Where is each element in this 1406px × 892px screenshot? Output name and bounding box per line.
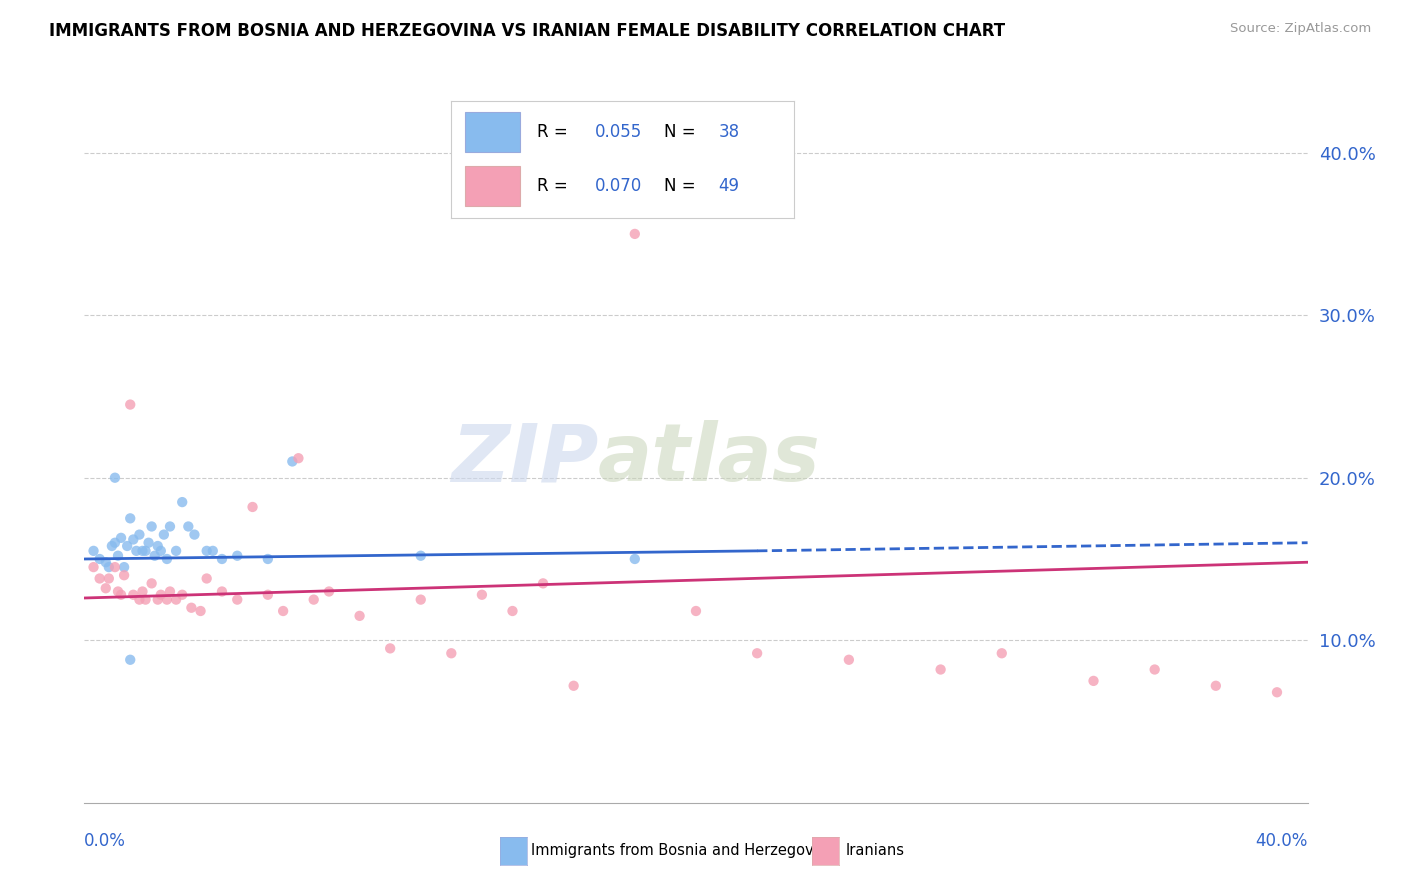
Point <box>349 608 371 623</box>
Point <box>141 576 163 591</box>
Point <box>83 544 105 558</box>
Point <box>165 544 187 558</box>
Point <box>112 568 135 582</box>
Point <box>107 549 129 563</box>
Point <box>110 588 132 602</box>
Point <box>281 454 304 468</box>
Text: Immigrants from Bosnia and Herzegovina: Immigrants from Bosnia and Herzegovina <box>531 843 837 858</box>
Point <box>226 592 249 607</box>
Point <box>135 544 157 558</box>
Point <box>195 544 218 558</box>
Point <box>165 592 187 607</box>
Point <box>153 527 176 541</box>
Point <box>138 535 160 549</box>
Point <box>991 646 1014 660</box>
Text: ZIP: ZIP <box>451 420 598 498</box>
Point <box>122 588 145 602</box>
Point <box>409 592 432 607</box>
Point <box>149 588 172 602</box>
Point <box>562 679 585 693</box>
Point <box>115 539 138 553</box>
Text: 40.0%: 40.0% <box>1256 832 1308 850</box>
Point <box>125 544 148 558</box>
Point <box>257 588 280 602</box>
Point <box>89 552 111 566</box>
Point <box>101 539 124 553</box>
Point <box>287 451 309 466</box>
Point <box>172 588 194 602</box>
Point <box>149 544 172 558</box>
Point <box>120 511 142 525</box>
Point <box>201 544 224 558</box>
Point <box>838 653 860 667</box>
Point <box>104 560 127 574</box>
Point <box>302 592 325 607</box>
Point <box>146 592 169 607</box>
Point <box>440 646 463 660</box>
Point <box>502 604 524 618</box>
Point <box>211 584 233 599</box>
Point <box>183 527 205 541</box>
Point <box>110 531 132 545</box>
Point <box>104 535 127 549</box>
Point <box>120 398 142 412</box>
Point <box>180 600 202 615</box>
Point <box>146 539 169 553</box>
Point <box>1083 673 1105 688</box>
Point <box>685 604 707 618</box>
Point <box>94 581 117 595</box>
Point <box>257 552 280 566</box>
Point <box>128 527 150 541</box>
Text: Source: ZipAtlas.com: Source: ZipAtlas.com <box>1230 22 1371 36</box>
Point <box>159 519 181 533</box>
Point <box>94 555 117 569</box>
Text: IMMIGRANTS FROM BOSNIA AND HERZEGOVINA VS IRANIAN FEMALE DISABILITY CORRELATION : IMMIGRANTS FROM BOSNIA AND HERZEGOVINA V… <box>49 22 1005 40</box>
Point <box>172 495 194 509</box>
Text: Iranians: Iranians <box>845 843 904 858</box>
Point <box>1143 663 1166 677</box>
Point <box>929 663 952 677</box>
Point <box>471 588 494 602</box>
Point <box>112 560 135 574</box>
Point <box>141 519 163 533</box>
Point <box>177 519 200 533</box>
Point <box>131 584 153 599</box>
Point <box>190 604 212 618</box>
Point <box>131 544 153 558</box>
Point <box>271 604 294 618</box>
Point <box>83 560 105 574</box>
Point <box>318 584 340 599</box>
Point <box>143 549 166 563</box>
Text: atlas: atlas <box>598 420 821 498</box>
Point <box>135 592 157 607</box>
Point <box>122 533 145 547</box>
Point <box>211 552 233 566</box>
Point <box>120 653 142 667</box>
Point <box>107 584 129 599</box>
Point <box>380 641 402 656</box>
Point <box>97 572 120 586</box>
Point <box>128 592 150 607</box>
Point <box>531 576 554 591</box>
Point <box>89 572 111 586</box>
Point <box>97 560 120 574</box>
Point <box>624 227 647 241</box>
Point <box>226 549 249 563</box>
Point <box>104 471 127 485</box>
Point <box>156 592 179 607</box>
Point <box>242 500 264 514</box>
Text: 0.0%: 0.0% <box>84 832 127 850</box>
Point <box>159 584 181 599</box>
Point <box>1265 685 1288 699</box>
Point <box>156 552 179 566</box>
Point <box>409 549 432 563</box>
Point <box>624 552 647 566</box>
Point <box>747 646 769 660</box>
Point <box>195 572 218 586</box>
Point <box>1205 679 1227 693</box>
